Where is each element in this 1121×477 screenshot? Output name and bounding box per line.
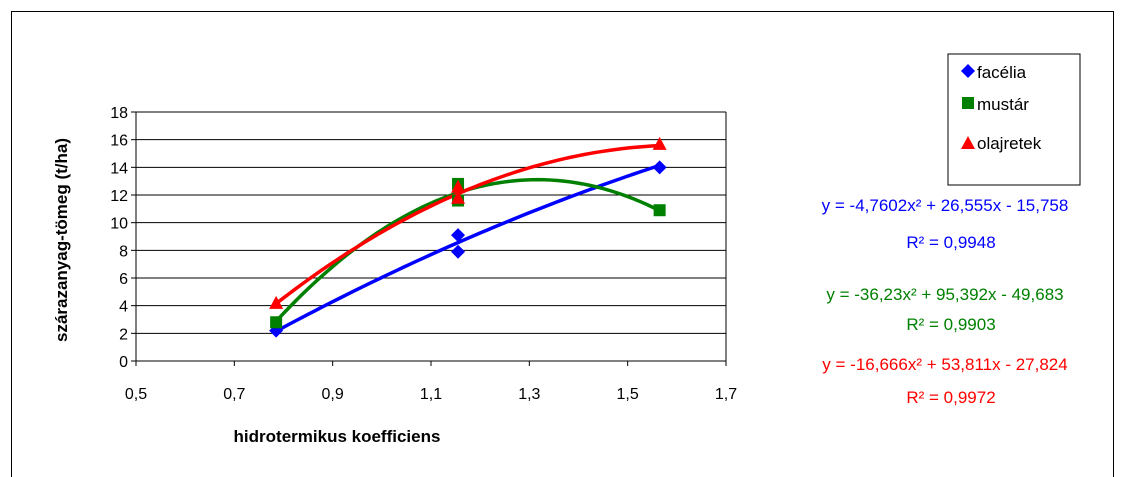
legend-label-olajretek: olajretek xyxy=(977,134,1042,153)
x-tick-label: 0,7 xyxy=(223,386,245,403)
axes xyxy=(131,111,727,366)
marker-triangle xyxy=(269,295,284,309)
legend-triangle-icon xyxy=(961,136,975,149)
gridlines xyxy=(136,111,726,334)
marker-triangle xyxy=(451,190,466,204)
x-tick-label: 1,7 xyxy=(715,386,737,403)
x-tick-label: 0,9 xyxy=(322,386,344,403)
marker-square xyxy=(653,204,666,217)
legend-square-icon xyxy=(962,97,974,109)
equation-mustar: y = -36,23x² + 95,392x - 49,683 xyxy=(826,285,1063,304)
y-tick-label: 8 xyxy=(119,243,128,260)
y-axis-title: szárazanyag-tömeg (t/ha) xyxy=(52,138,71,342)
x-axis-title: hidrotermikus koefficiens xyxy=(234,427,441,446)
trendline-equations: y = -4,7602x² + 26,555x - 15,758 R² = 0,… xyxy=(822,196,1069,407)
x-tick-label: 1,5 xyxy=(617,386,639,403)
marker-diamond xyxy=(451,244,466,259)
equation-olajretek: y = -16,666x² + 53,811x - 27,824 xyxy=(822,355,1067,374)
y-tick-label: 12 xyxy=(110,188,128,205)
legend-item-facelia: facélia xyxy=(961,63,1027,82)
y-tick-label: 2 xyxy=(119,326,128,343)
tick-labels: 0 2 4 6 8 10 12 14 16 18 0,5 0,7 0,9 1,1 1,3 1,5 1,7 xyxy=(110,105,737,403)
y-tick-label: 14 xyxy=(110,160,128,177)
legend-item-olajretek: olajretek xyxy=(961,134,1042,153)
y-tick-label: 6 xyxy=(119,271,128,288)
plot-background xyxy=(136,112,726,361)
legend-label-facelia: facélia xyxy=(977,63,1027,82)
marker-square xyxy=(270,316,283,329)
y-tick-label: 4 xyxy=(119,299,128,316)
trendline-2 xyxy=(275,143,660,306)
legend-item-mustar: mustár xyxy=(962,95,1029,114)
r2-mustar: R² = 0,9903 xyxy=(906,315,995,334)
x-tick-label: 1,1 xyxy=(420,386,442,403)
plot-area xyxy=(136,112,726,361)
y-tick-label: 16 xyxy=(110,133,128,150)
legend-label-mustar: mustár xyxy=(977,95,1029,114)
y-tick-label: 18 xyxy=(110,105,128,122)
y-tick-label: 0 xyxy=(119,354,128,371)
data-markers xyxy=(269,136,667,338)
r2-olajretek: R² = 0,9972 xyxy=(906,388,995,407)
marker-diamond xyxy=(652,160,667,175)
chart-frame xyxy=(11,11,1114,477)
legend: facélia mustár olajretek xyxy=(947,53,1081,186)
y-tick-label: 10 xyxy=(110,216,128,233)
legend-diamond-icon xyxy=(961,64,975,78)
trendlines xyxy=(274,143,661,333)
r2-facelia: R² = 0,9948 xyxy=(906,233,995,252)
marker-triangle xyxy=(652,136,667,150)
marker-triangle xyxy=(451,179,466,193)
x-tick-label: 0,5 xyxy=(125,386,147,403)
equation-facelia: y = -4,7602x² + 26,555x - 15,758 xyxy=(822,196,1069,215)
x-tick-label: 1,3 xyxy=(518,386,540,403)
marker-diamond xyxy=(451,228,466,243)
